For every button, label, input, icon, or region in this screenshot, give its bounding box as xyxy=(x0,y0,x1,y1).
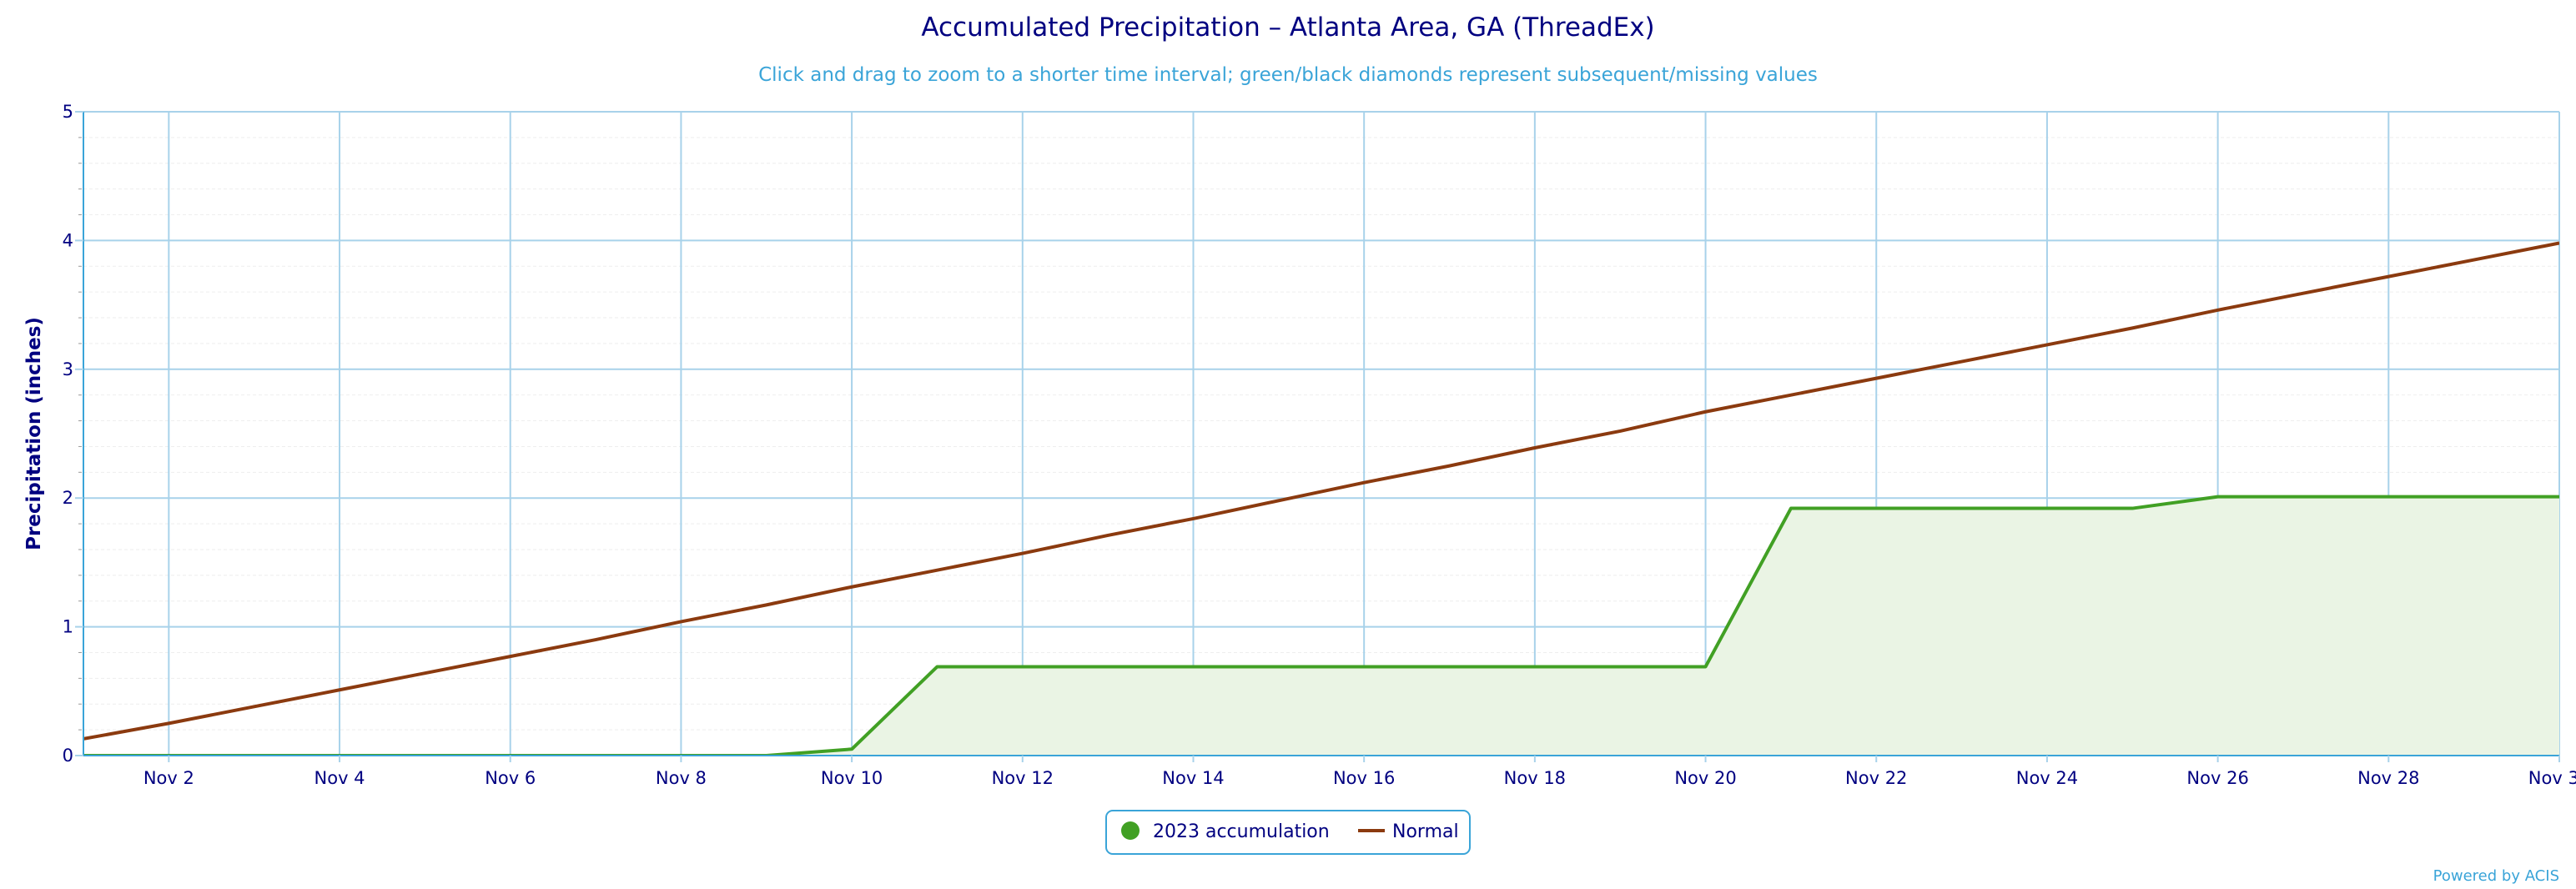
x-tick-label: Nov 4 xyxy=(314,768,365,788)
legend-label-2023-accumulation: 2023 accumulation xyxy=(1153,821,1330,842)
y-tick-label: 4 xyxy=(63,230,73,250)
x-tick-label: Nov 28 xyxy=(2357,768,2419,788)
x-tick-label: Nov 20 xyxy=(1674,768,1736,788)
x-tick-label: Nov 2 xyxy=(143,768,194,788)
legend-marker-2023-accumulation xyxy=(1121,821,1140,840)
series-line-2023-accumulation[interactable] xyxy=(83,495,2559,756)
x-tick-label: Nov 18 xyxy=(1504,768,1566,788)
y-tick-label: 3 xyxy=(63,359,73,379)
y-tick-label: 0 xyxy=(63,746,73,766)
x-tick-label: Nov 24 xyxy=(2016,768,2078,788)
y-tick-label: 1 xyxy=(63,617,73,637)
grid-lines xyxy=(83,111,2560,756)
legend-label-normal: Normal xyxy=(1392,821,1459,842)
x-tick-label: Nov 12 xyxy=(992,768,1054,788)
series-fill-2023-accumulation xyxy=(83,496,2559,756)
x-tick-label: Nov 16 xyxy=(1333,768,1395,788)
y-axis-label: Precipitation (inches) xyxy=(23,317,45,550)
x-tick-label: Nov 6 xyxy=(485,768,536,788)
x-tick-label: Nov 8 xyxy=(656,768,707,788)
x-tick-label: Nov 14 xyxy=(1162,768,1224,788)
y-tick-label: 5 xyxy=(63,102,73,122)
credit-link[interactable]: Powered by ACIS xyxy=(2433,867,2559,885)
chart-title: Accumulated Precipitation – Atlanta Area… xyxy=(921,13,1654,43)
series-line-normal[interactable] xyxy=(83,241,2559,741)
x-tick-label: Nov 10 xyxy=(821,768,883,788)
series-layer[interactable] xyxy=(83,241,2559,756)
x-axis-ticks: Nov 2 Nov 4 Nov 6 Nov 8 Nov 10 Nov 12 Nov 14 No… xyxy=(143,756,2576,788)
legend-item-normal[interactable]: Normal xyxy=(1358,821,1459,842)
x-tick-label: Nov 30 xyxy=(2528,768,2576,788)
legend-box xyxy=(1105,810,1471,855)
legend-item-2023-accumulation[interactable]: 2023 accumulation xyxy=(1121,821,1330,842)
y-axis-ticks: 0 1 2 3 4 5 xyxy=(63,102,83,766)
y-tick-label: 2 xyxy=(63,488,73,508)
x-tick-label: Nov 22 xyxy=(1845,768,1907,788)
chart-subtitle: Click and drag to zoom to a shorter time… xyxy=(758,64,1818,86)
legend[interactable]: 2023 accumulation Normal xyxy=(1105,810,1471,855)
x-tick-label: Nov 26 xyxy=(2186,768,2248,788)
axes xyxy=(83,112,2559,756)
